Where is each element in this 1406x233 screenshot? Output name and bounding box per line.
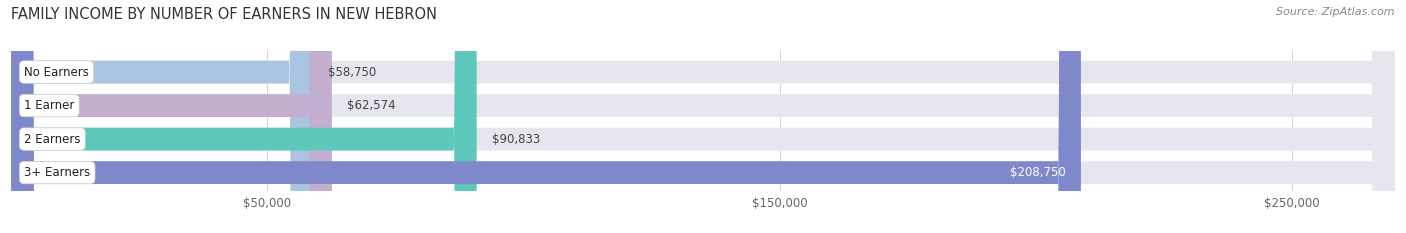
FancyBboxPatch shape bbox=[11, 0, 1395, 233]
Text: $90,833: $90,833 bbox=[492, 133, 540, 146]
FancyBboxPatch shape bbox=[11, 0, 1395, 233]
FancyBboxPatch shape bbox=[11, 0, 477, 233]
Text: FAMILY INCOME BY NUMBER OF EARNERS IN NEW HEBRON: FAMILY INCOME BY NUMBER OF EARNERS IN NE… bbox=[11, 7, 437, 22]
Text: $58,750: $58,750 bbox=[328, 65, 375, 79]
FancyBboxPatch shape bbox=[11, 0, 332, 233]
Text: 1 Earner: 1 Earner bbox=[24, 99, 75, 112]
FancyBboxPatch shape bbox=[11, 0, 312, 233]
Text: $208,750: $208,750 bbox=[1010, 166, 1066, 179]
Text: Source: ZipAtlas.com: Source: ZipAtlas.com bbox=[1277, 7, 1395, 17]
Text: No Earners: No Earners bbox=[24, 65, 89, 79]
FancyBboxPatch shape bbox=[11, 0, 1395, 233]
FancyBboxPatch shape bbox=[11, 0, 1081, 233]
Text: $62,574: $62,574 bbox=[347, 99, 396, 112]
FancyBboxPatch shape bbox=[11, 0, 1395, 233]
Text: 3+ Earners: 3+ Earners bbox=[24, 166, 90, 179]
Text: 2 Earners: 2 Earners bbox=[24, 133, 80, 146]
